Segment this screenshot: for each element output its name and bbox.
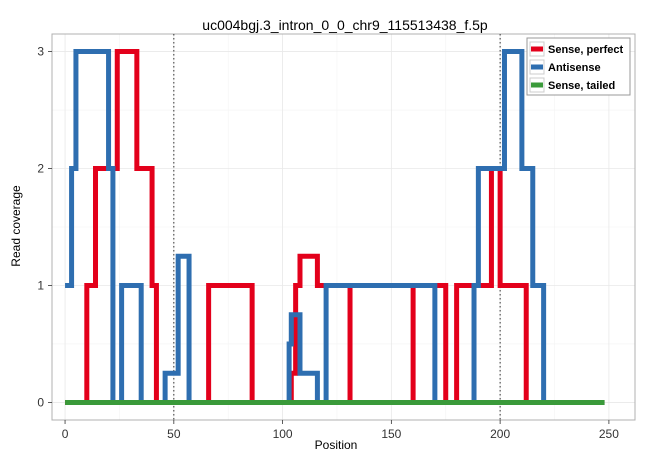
legend-entry-antisense: Antisense (529, 59, 601, 75)
x-axis-title: Position (315, 438, 358, 452)
x-tick-label: 50 (167, 427, 181, 441)
legend-swatch-sense-perfect (531, 46, 543, 52)
y-axis-title: Read coverage (9, 185, 23, 267)
legend-label-sense-tailed: Sense, tailed (548, 80, 615, 92)
legend-label-antisense: Antisense (548, 62, 601, 74)
y-tick-label: 3 (37, 45, 44, 59)
y-tick-label: 0 (37, 395, 44, 409)
x-tick-label: 0 (62, 427, 69, 441)
y-tick-label: 2 (37, 162, 44, 176)
x-tick-label: 150 (381, 427, 401, 441)
chart-title: uc004bgj.3_intron_0_0_chr9_115513438_f.5… (202, 17, 488, 33)
x-tick-label: 200 (490, 427, 510, 441)
y-axis-ticks: 0 1 2 3 (37, 45, 52, 409)
x-axis-ticks: 0 50 100 150 200 250 (62, 420, 619, 441)
x-tick-label: 250 (599, 427, 619, 441)
series-lines (65, 49, 605, 405)
legend-swatch-antisense (531, 64, 543, 70)
plot-panel-border (51, 33, 636, 421)
legend-entry-sense-tailed: Sense, tailed (529, 77, 615, 93)
x-tick-label: 100 (273, 427, 293, 441)
legend-entry-sense-perfect: Sense, perfect (529, 41, 624, 57)
y-tick-label: 1 (37, 278, 44, 292)
series-line-antisense (65, 49, 605, 405)
legend: Sense, perfect Antisense Sense, tailed (526, 37, 631, 96)
legend-swatch-sense-tailed (531, 82, 543, 88)
legend-label-sense-perfect: Sense, perfect (548, 44, 624, 56)
